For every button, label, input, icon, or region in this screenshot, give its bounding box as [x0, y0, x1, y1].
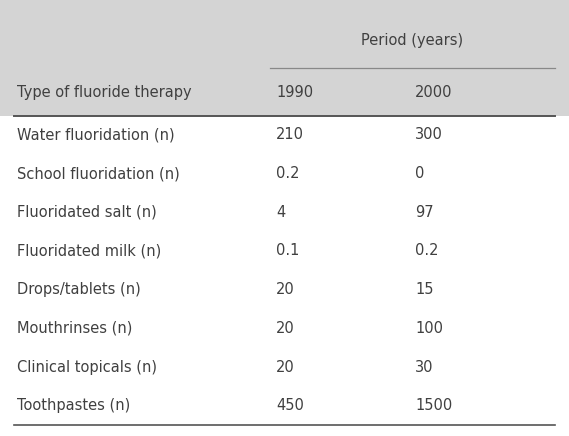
- Text: 1500: 1500: [415, 398, 452, 413]
- Text: Fluoridated salt (n): Fluoridated salt (n): [17, 205, 157, 220]
- Text: Water fluoridation (n): Water fluoridation (n): [17, 127, 175, 143]
- Text: 0.1: 0.1: [276, 243, 299, 259]
- Text: 15: 15: [415, 282, 434, 297]
- Text: 300: 300: [415, 127, 443, 143]
- Text: Toothpastes (n): Toothpastes (n): [17, 398, 130, 413]
- Text: School fluoridation (n): School fluoridation (n): [17, 166, 180, 181]
- Text: 0.2: 0.2: [415, 243, 439, 259]
- Text: 0.2: 0.2: [276, 166, 299, 181]
- Text: 0: 0: [415, 166, 424, 181]
- Text: 4: 4: [276, 205, 285, 220]
- Text: Clinical topicals (n): Clinical topicals (n): [17, 360, 157, 375]
- Text: 2000: 2000: [415, 85, 453, 100]
- Text: 20: 20: [276, 282, 295, 297]
- Text: 20: 20: [276, 360, 295, 375]
- Text: 1990: 1990: [276, 85, 313, 100]
- Text: 20: 20: [276, 321, 295, 336]
- Text: 100: 100: [415, 321, 443, 336]
- Text: Fluoridated milk (n): Fluoridated milk (n): [17, 243, 162, 259]
- Bar: [0, 116, 569, 436]
- Text: Mouthrinses (n): Mouthrinses (n): [17, 321, 133, 336]
- Text: 30: 30: [415, 360, 434, 375]
- Text: 210: 210: [276, 127, 304, 143]
- Text: Type of fluoride therapy: Type of fluoride therapy: [17, 85, 192, 100]
- Text: 450: 450: [276, 398, 304, 413]
- Text: Drops/tablets (n): Drops/tablets (n): [17, 282, 141, 297]
- Text: Period (years): Period (years): [361, 33, 464, 48]
- Text: 97: 97: [415, 205, 434, 220]
